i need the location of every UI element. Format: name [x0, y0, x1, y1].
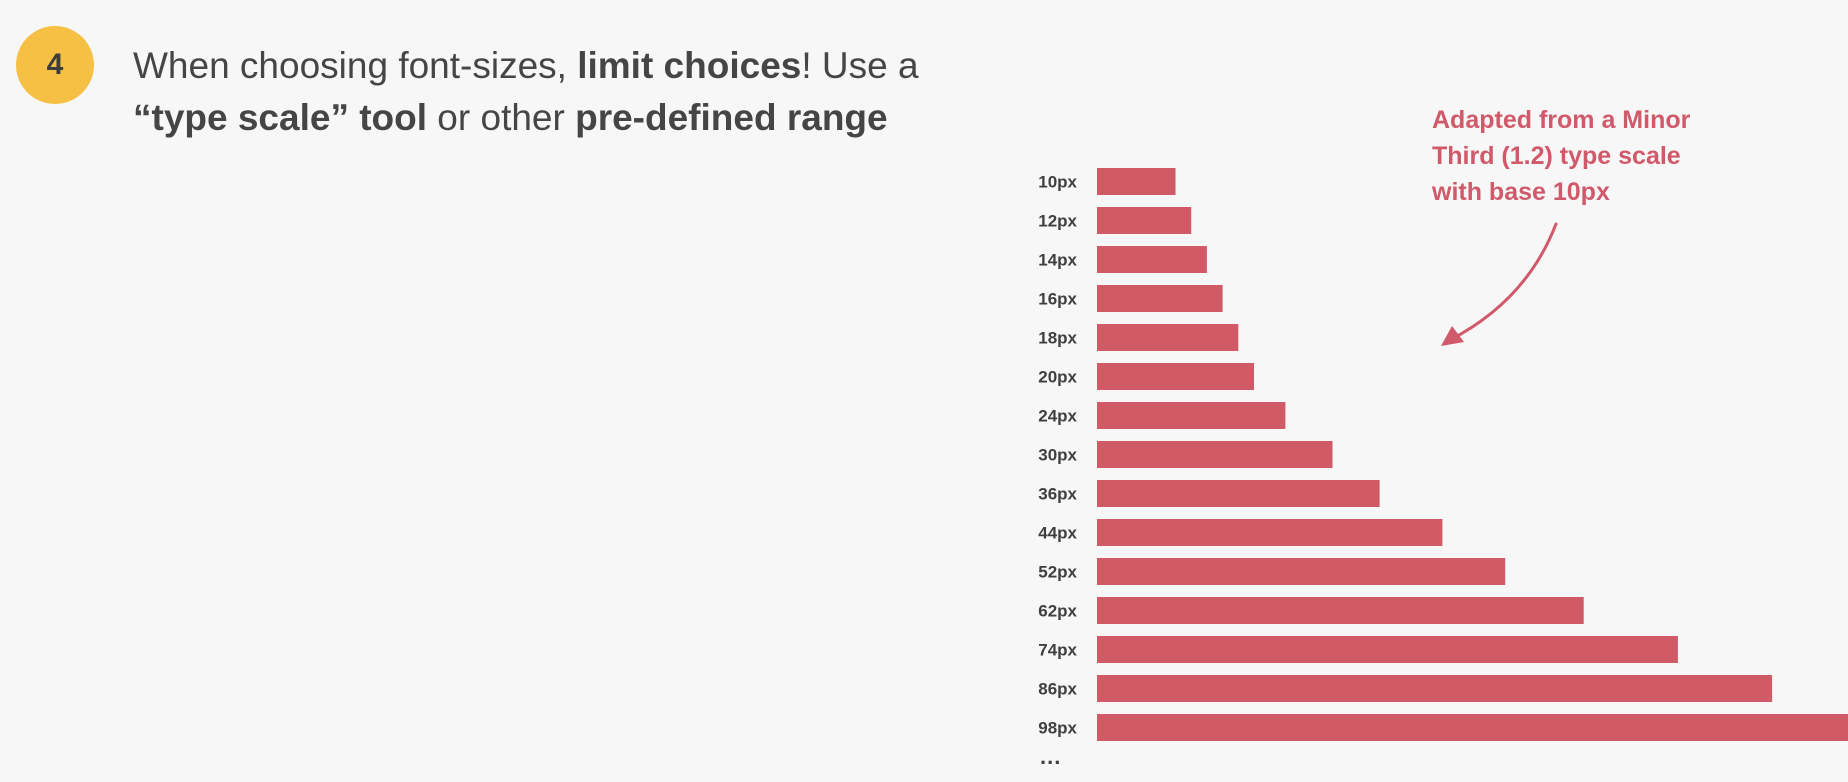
- tick-label: 44px: [1038, 524, 1077, 543]
- annotation-note: Adapted from a Minor Third (1.2) type sc…: [1432, 102, 1772, 210]
- heading-text: or other: [427, 97, 576, 138]
- heading-emphasis: limit choices: [577, 45, 802, 86]
- annotation-arrow: [1441, 222, 1558, 346]
- heading-emphasis: pre-defined range: [575, 97, 888, 138]
- heading-emphasis: “type scale” tool: [133, 97, 428, 138]
- heading-text: ! Use a: [801, 45, 919, 86]
- bar: [1097, 480, 1380, 507]
- tick-label: 98px: [1038, 719, 1077, 738]
- tick-label: 52px: [1038, 563, 1077, 582]
- annotation-line: Third (1.2) type scale: [1432, 142, 1681, 170]
- bar: [1097, 519, 1443, 546]
- step-number-badge: 4: [16, 26, 94, 104]
- step-number: 4: [46, 48, 64, 81]
- bar: [1097, 402, 1286, 429]
- tick-label: 20px: [1038, 368, 1077, 387]
- bar: [1097, 168, 1176, 195]
- bar: [1097, 675, 1773, 702]
- bar: [1097, 714, 1848, 741]
- bar: [1097, 246, 1207, 273]
- tick-label: 74px: [1038, 641, 1077, 660]
- tick-label: 10px: [1038, 173, 1077, 192]
- bar: [1097, 558, 1506, 585]
- tick-label: 16px: [1038, 290, 1077, 309]
- annotation-line: with base 10px: [1432, 178, 1610, 206]
- tick-label: 30px: [1038, 446, 1077, 465]
- heading-text: When choosing font-sizes,: [133, 45, 578, 86]
- arrowhead-icon: [1441, 326, 1464, 346]
- bar: [1097, 324, 1239, 351]
- tick-label: 36px: [1038, 485, 1077, 504]
- tick-label: 18px: [1038, 329, 1077, 348]
- tick-label: 24px: [1038, 407, 1077, 426]
- bar: [1097, 363, 1254, 390]
- bar: [1097, 441, 1333, 468]
- annotation-line: Adapted from a Minor: [1432, 106, 1691, 134]
- bar: [1097, 597, 1584, 624]
- tick-label: 14px: [1038, 251, 1077, 270]
- bar: [1097, 636, 1678, 663]
- tick-label: 86px: [1038, 680, 1077, 699]
- tick-label: 12px: [1038, 212, 1077, 231]
- tick-label: 62px: [1038, 602, 1077, 621]
- bar: [1097, 285, 1223, 312]
- slide-heading: When choosing font-sizes, limit choices!…: [133, 40, 1033, 144]
- scale-continuation: ...: [1040, 744, 1062, 769]
- bar: [1097, 207, 1192, 234]
- bars-layer: 10px 12px 14px 16px 18px 20px 24px 30px 36px 44px…: [1038, 168, 1848, 741]
